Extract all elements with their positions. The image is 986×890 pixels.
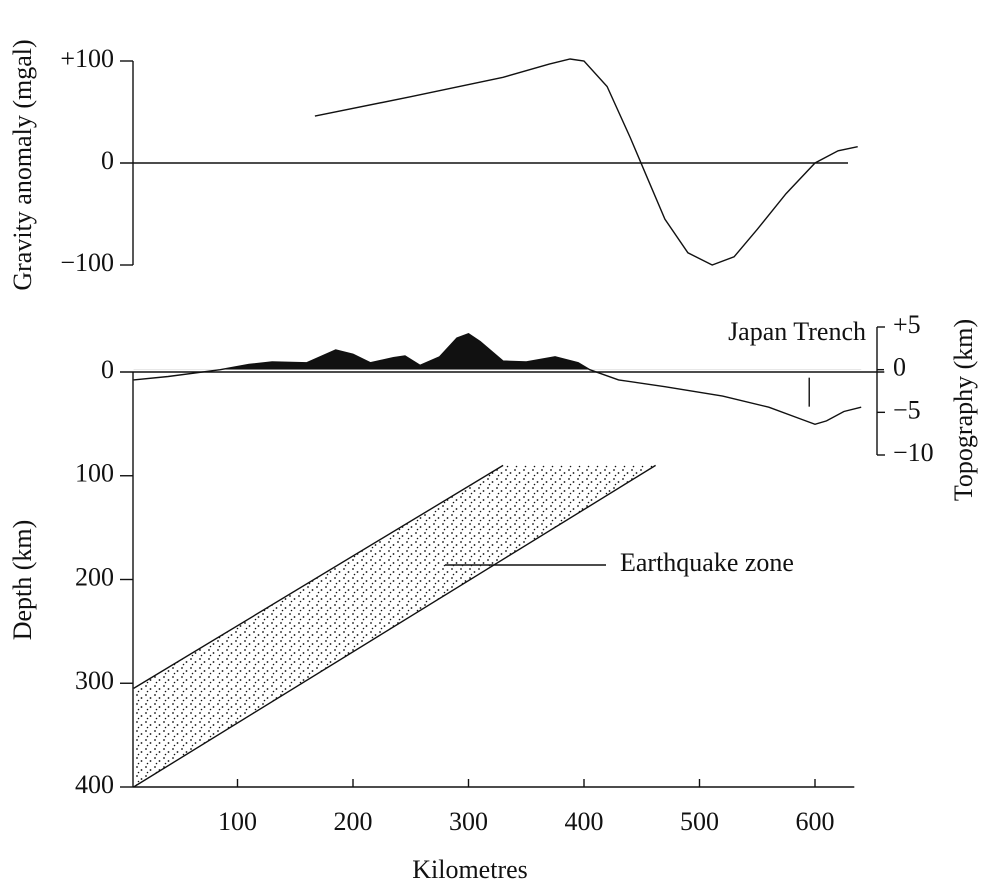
y-tick-label: −5 xyxy=(893,395,921,424)
zone-lower-edge xyxy=(133,464,656,788)
gravity-line xyxy=(314,58,858,266)
zone-upper-edge xyxy=(133,464,504,689)
x-tick-label: 200 xyxy=(334,807,373,836)
y-tick-label: 300 xyxy=(75,666,114,695)
annotation: Earthquake zone xyxy=(620,548,794,577)
y-axis-label: Gravity anomaly (mgal) xyxy=(8,39,37,290)
y-axis-label: Depth (km) xyxy=(8,520,37,641)
y-tick-label: +100 xyxy=(60,44,114,73)
topography-line xyxy=(133,333,862,426)
y-tick-label: 400 xyxy=(75,770,114,799)
y-tick-label: 100 xyxy=(75,459,114,488)
x-tick-label: 400 xyxy=(565,807,604,836)
y-tick-label: −10 xyxy=(893,438,934,467)
x-tick-label: 500 xyxy=(680,807,719,836)
land-fill xyxy=(220,333,590,370)
y-tick-label: 0 xyxy=(101,355,114,384)
x-tick-label: 100 xyxy=(218,807,257,836)
x-tick-label: 300 xyxy=(449,807,488,836)
x-axis-label: Kilometres xyxy=(412,855,528,884)
y-tick-label: 0 xyxy=(893,353,906,382)
y-axis-label: Topography (km) xyxy=(949,319,978,501)
annotation: Japan Trench xyxy=(728,317,866,346)
y-tick-label: +5 xyxy=(893,310,921,339)
y-tick-label: 0 xyxy=(101,146,114,175)
x-tick-label: 600 xyxy=(796,807,835,836)
y-tick-label: −100 xyxy=(60,248,114,277)
y-tick-label: 200 xyxy=(75,562,114,591)
